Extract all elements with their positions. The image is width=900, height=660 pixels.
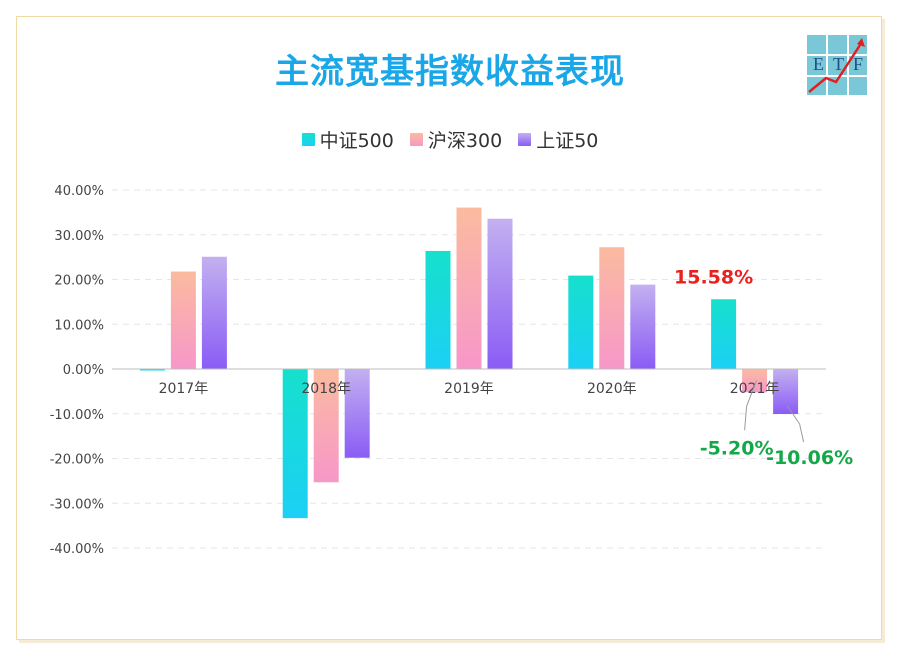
bar (599, 247, 625, 369)
bar (568, 275, 594, 369)
logo-letter-e: E (813, 54, 824, 74)
y-tick-label: 40.00% (54, 184, 104, 199)
legend-swatch-sz50 (518, 133, 532, 146)
legend-label-hs300: 沪深300 (427, 130, 503, 152)
x-tick-label: 2019年 (444, 381, 494, 397)
bar (170, 271, 196, 369)
bars (139, 207, 799, 519)
legend-swatch-zz500 (301, 133, 315, 146)
logo-letter-f: F (853, 54, 863, 74)
bar (425, 250, 451, 369)
y-tick-label: 0.00% (63, 363, 104, 378)
legend-label-zz500: 中证500 (319, 130, 394, 152)
legend-item-sz50[interactable]: 上证50 (518, 126, 598, 153)
leader-line-hs300-2021 (744, 380, 758, 431)
bar (630, 284, 656, 369)
bar (456, 207, 482, 369)
bar (282, 369, 308, 519)
legend-item-zz500[interactable]: 中证500 (301, 126, 394, 153)
y-tick-label: -30.00% (50, 497, 104, 512)
bar (139, 369, 165, 371)
y-tick-label: 30.00% (54, 229, 104, 244)
labels: 40.00% 30.00% 20.00% 10.00% 0.00% -10.00% -20.… (50, 184, 853, 557)
bar (313, 369, 339, 483)
bar (711, 299, 737, 369)
y-tick-label: 20.00% (54, 274, 104, 289)
legend-label-sz50: 上证50 (536, 130, 599, 152)
logo-letter-t: T (833, 54, 844, 74)
y-tick-label: -20.00% (50, 453, 104, 468)
y-tick-label: 10.00% (54, 318, 104, 333)
x-tick-label: 2017年 (159, 381, 209, 397)
data-label-sz50-2021: -10.06% (766, 447, 853, 469)
legend-item-hs300[interactable]: 沪深300 (409, 126, 503, 153)
bar (201, 256, 227, 369)
data-label-zz500-2021: 15.58% (674, 266, 753, 288)
y-tick-label: -10.00% (50, 408, 104, 423)
bar (742, 369, 768, 393)
chart-title: 主流宽基指数收益表现 (275, 52, 625, 92)
bar (344, 369, 370, 458)
bar (773, 369, 799, 415)
legend-swatch-hs300 (409, 133, 423, 146)
y-tick-label: -40.00% (50, 542, 104, 557)
leader-line-sz50-2021 (787, 405, 805, 443)
x-tick-label: 2020年 (587, 381, 637, 397)
etf-logo-icon: E T F (806, 34, 868, 96)
x-tick-label: 2018年 (301, 381, 351, 397)
chart-legend: 中证500 沪深300 上证50 (0, 126, 900, 153)
bar (487, 218, 513, 369)
data-label-hs300-2021: -5.20% (700, 437, 774, 459)
x-tick-label: 2021年 (730, 381, 780, 397)
